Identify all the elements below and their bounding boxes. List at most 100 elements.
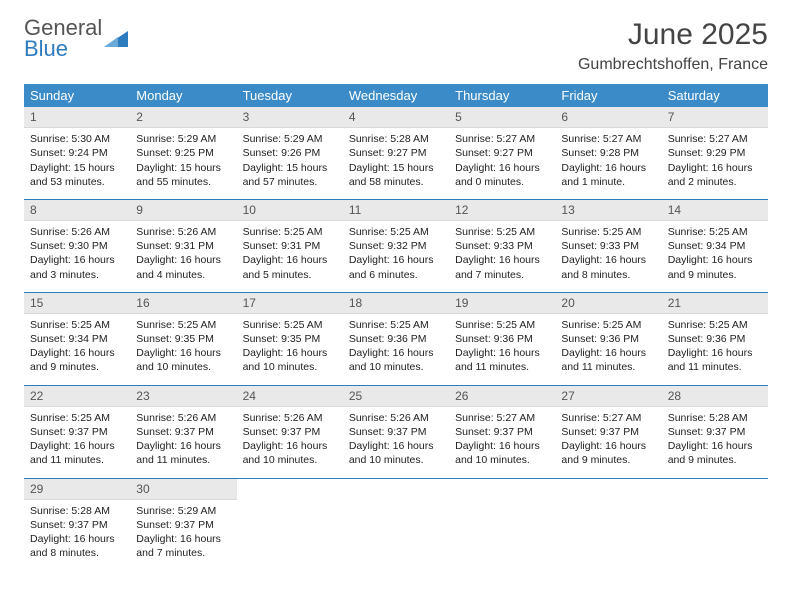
daylight-text: Daylight: 15 hours: [136, 161, 230, 175]
daylight-text: Daylight: 16 hours: [455, 253, 549, 267]
daylight-text: and 55 minutes.: [136, 175, 230, 189]
sunset-text: Sunset: 9:37 PM: [561, 425, 655, 439]
weekday-header: Wednesday: [343, 84, 449, 107]
sunset-text: Sunset: 9:35 PM: [136, 332, 230, 346]
cell-body: Sunrise: 5:26 AMSunset: 9:37 PMDaylight:…: [343, 407, 449, 478]
daylight-text: and 6 minutes.: [349, 268, 443, 282]
sunrise-text: Sunrise: 5:25 AM: [349, 318, 443, 332]
sunset-text: Sunset: 9:29 PM: [668, 146, 762, 160]
daylight-text: Daylight: 15 hours: [30, 161, 124, 175]
cell-body: Sunrise: 5:28 AMSunset: 9:37 PMDaylight:…: [662, 407, 768, 478]
weekday-header: Friday: [555, 84, 661, 107]
daylight-text: and 9 minutes.: [668, 268, 762, 282]
daylight-text: Daylight: 16 hours: [668, 161, 762, 175]
daylight-text: and 3 minutes.: [30, 268, 124, 282]
daylight-text: and 8 minutes.: [30, 546, 124, 560]
calendar-cell: 25Sunrise: 5:26 AMSunset: 9:37 PMDayligh…: [343, 385, 449, 478]
cell-body: Sunrise: 5:25 AMSunset: 9:34 PMDaylight:…: [24, 314, 130, 385]
calendar-cell: 14Sunrise: 5:25 AMSunset: 9:34 PMDayligh…: [662, 199, 768, 292]
calendar-cell: 28Sunrise: 5:28 AMSunset: 9:37 PMDayligh…: [662, 385, 768, 478]
calendar-cell: [237, 478, 343, 570]
sunset-text: Sunset: 9:31 PM: [136, 239, 230, 253]
calendar-week-row: 8Sunrise: 5:26 AMSunset: 9:30 PMDaylight…: [24, 199, 768, 292]
daylight-text: Daylight: 16 hours: [455, 346, 549, 360]
cell-body: Sunrise: 5:25 AMSunset: 9:36 PMDaylight:…: [662, 314, 768, 385]
calendar-cell: 29Sunrise: 5:28 AMSunset: 9:37 PMDayligh…: [24, 478, 130, 570]
calendar-cell: 7Sunrise: 5:27 AMSunset: 9:29 PMDaylight…: [662, 107, 768, 199]
daylight-text: Daylight: 16 hours: [455, 161, 549, 175]
sunrise-text: Sunrise: 5:27 AM: [561, 411, 655, 425]
cell-body: Sunrise: 5:26 AMSunset: 9:37 PMDaylight:…: [237, 407, 343, 478]
daylight-text: and 0 minutes.: [455, 175, 549, 189]
daylight-text: and 4 minutes.: [136, 268, 230, 282]
sunset-text: Sunset: 9:34 PM: [668, 239, 762, 253]
day-number: 22: [24, 386, 130, 407]
sunset-text: Sunset: 9:27 PM: [455, 146, 549, 160]
cell-body: Sunrise: 5:27 AMSunset: 9:37 PMDaylight:…: [555, 407, 661, 478]
daylight-text: and 7 minutes.: [455, 268, 549, 282]
calendar-week-row: 22Sunrise: 5:25 AMSunset: 9:37 PMDayligh…: [24, 385, 768, 478]
calendar-cell: 27Sunrise: 5:27 AMSunset: 9:37 PMDayligh…: [555, 385, 661, 478]
day-number: 3: [237, 107, 343, 128]
daylight-text: and 10 minutes.: [455, 453, 549, 467]
day-number: 5: [449, 107, 555, 128]
calendar-cell: 2Sunrise: 5:29 AMSunset: 9:25 PMDaylight…: [130, 107, 236, 199]
day-number: 11: [343, 200, 449, 221]
daylight-text: and 2 minutes.: [668, 175, 762, 189]
sunrise-text: Sunrise: 5:28 AM: [30, 504, 124, 518]
day-number: 16: [130, 293, 236, 314]
calendar-cell: 18Sunrise: 5:25 AMSunset: 9:36 PMDayligh…: [343, 292, 449, 385]
sunset-text: Sunset: 9:35 PM: [243, 332, 337, 346]
sunset-text: Sunset: 9:36 PM: [455, 332, 549, 346]
day-number: 26: [449, 386, 555, 407]
calendar-cell: 19Sunrise: 5:25 AMSunset: 9:36 PMDayligh…: [449, 292, 555, 385]
day-number: 14: [662, 200, 768, 221]
cell-body: Sunrise: 5:25 AMSunset: 9:36 PMDaylight:…: [449, 314, 555, 385]
cell-body: Sunrise: 5:25 AMSunset: 9:36 PMDaylight:…: [555, 314, 661, 385]
sunrise-text: Sunrise: 5:30 AM: [30, 132, 124, 146]
day-number: 4: [343, 107, 449, 128]
calendar-cell: 3Sunrise: 5:29 AMSunset: 9:26 PMDaylight…: [237, 107, 343, 199]
day-number: 30: [130, 479, 236, 500]
cell-body: Sunrise: 5:30 AMSunset: 9:24 PMDaylight:…: [24, 128, 130, 199]
calendar-cell: 23Sunrise: 5:26 AMSunset: 9:37 PMDayligh…: [130, 385, 236, 478]
title-block: June 2025 Gumbrechtshoffen, France: [578, 18, 768, 74]
sunset-text: Sunset: 9:31 PM: [243, 239, 337, 253]
daylight-text: and 10 minutes.: [243, 453, 337, 467]
sunrise-text: Sunrise: 5:25 AM: [30, 318, 124, 332]
cell-body: Sunrise: 5:25 AMSunset: 9:35 PMDaylight:…: [130, 314, 236, 385]
sunrise-text: Sunrise: 5:29 AM: [243, 132, 337, 146]
day-number: 10: [237, 200, 343, 221]
daylight-text: Daylight: 16 hours: [668, 253, 762, 267]
daylight-text: Daylight: 16 hours: [243, 253, 337, 267]
cell-body: Sunrise: 5:27 AMSunset: 9:28 PMDaylight:…: [555, 128, 661, 199]
sunrise-text: Sunrise: 5:27 AM: [561, 132, 655, 146]
cell-body: Sunrise: 5:27 AMSunset: 9:27 PMDaylight:…: [449, 128, 555, 199]
cell-body: Sunrise: 5:27 AMSunset: 9:29 PMDaylight:…: [662, 128, 768, 199]
calendar-cell: 10Sunrise: 5:25 AMSunset: 9:31 PMDayligh…: [237, 199, 343, 292]
cell-body: Sunrise: 5:26 AMSunset: 9:31 PMDaylight:…: [130, 221, 236, 292]
daylight-text: Daylight: 16 hours: [243, 346, 337, 360]
calendar-cell: 30Sunrise: 5:29 AMSunset: 9:37 PMDayligh…: [130, 478, 236, 570]
daylight-text: and 9 minutes.: [668, 453, 762, 467]
sunset-text: Sunset: 9:37 PM: [243, 425, 337, 439]
calendar-cell: 9Sunrise: 5:26 AMSunset: 9:31 PMDaylight…: [130, 199, 236, 292]
daylight-text: Daylight: 16 hours: [243, 439, 337, 453]
weekday-header: Sunday: [24, 84, 130, 107]
location-label: Gumbrechtshoffen, France: [578, 56, 768, 74]
daylight-text: Daylight: 16 hours: [349, 346, 443, 360]
day-number: 13: [555, 200, 661, 221]
daylight-text: Daylight: 16 hours: [30, 253, 124, 267]
calendar-cell: [449, 478, 555, 570]
sunset-text: Sunset: 9:33 PM: [561, 239, 655, 253]
calendar-cell: [343, 478, 449, 570]
sunrise-text: Sunrise: 5:25 AM: [455, 318, 549, 332]
sunset-text: Sunset: 9:30 PM: [30, 239, 124, 253]
day-number: 12: [449, 200, 555, 221]
day-number: 27: [555, 386, 661, 407]
calendar-cell: 1Sunrise: 5:30 AMSunset: 9:24 PMDaylight…: [24, 107, 130, 199]
sunset-text: Sunset: 9:24 PM: [30, 146, 124, 160]
day-number: 24: [237, 386, 343, 407]
daylight-text: Daylight: 16 hours: [668, 439, 762, 453]
sunrise-text: Sunrise: 5:25 AM: [30, 411, 124, 425]
